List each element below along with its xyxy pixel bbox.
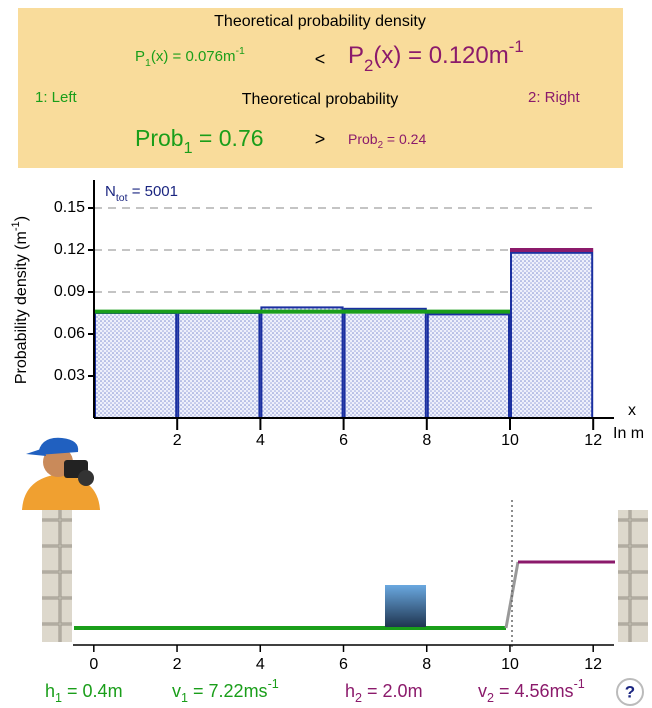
photographer-icon — [22, 438, 100, 510]
y-tick-label: 0.15 — [54, 199, 85, 216]
x-tick-label: 8 — [422, 656, 431, 673]
n-tot: Ntot = 5001 — [105, 183, 178, 204]
bar — [428, 314, 509, 418]
x-tick-label: 2 — [173, 432, 182, 449]
help-button[interactable]: ? — [617, 679, 643, 705]
x-tick-label: 0 — [89, 656, 98, 673]
bar — [261, 307, 342, 418]
x-tick-label: 4 — [256, 432, 265, 449]
scene-axis: 0 2 4 6 8 10 12 — [73, 645, 614, 673]
right-wall — [618, 510, 648, 642]
page: Theoretical probability density P1(x) = … — [0, 0, 652, 708]
x-axis-label: x — [628, 402, 636, 419]
app: Theoretical probability density P1(x) = … — [0, 0, 652, 708]
y-axis-label: Probability density (m-1) — [10, 216, 30, 384]
x-tick-label: 6 — [339, 432, 348, 449]
particle — [385, 585, 426, 627]
help-label[interactable]: ? — [625, 682, 635, 701]
v2: v2 = 4.56ms-1 — [478, 677, 585, 705]
histogram: 0.03 0.06 0.09 0.12 0.15 2 4 6 8 10 12 — [54, 180, 614, 449]
x-tick-label: 10 — [501, 432, 519, 449]
x-axis-unit: In m — [613, 425, 644, 442]
x-tick-label: 12 — [584, 656, 602, 673]
y-tick-label: 0.09 — [54, 283, 85, 300]
left-label: 1: Left — [35, 89, 78, 106]
v1: v1 = 7.22ms-1 — [172, 677, 279, 705]
right-label: 2: Right — [528, 89, 581, 106]
y-tick-label: 0.06 — [54, 325, 85, 342]
h1: h1 = 0.4m — [45, 681, 123, 706]
x-tick-label: 10 — [501, 656, 519, 673]
left-wall — [42, 510, 72, 642]
x-tick-label: 12 — [584, 432, 602, 449]
compare: > — [315, 129, 326, 149]
p2: P2(x) = 0.120m-1 — [348, 37, 524, 75]
bar — [345, 309, 426, 418]
bar — [95, 313, 176, 418]
compare: < — [315, 49, 326, 69]
y-tick-label: 0.03 — [54, 367, 85, 384]
x-tick-label: 8 — [422, 432, 431, 449]
bar — [511, 253, 592, 418]
h2: h2 = 2.0m — [345, 681, 423, 706]
bar — [178, 313, 259, 418]
x-tick-label: 4 — [256, 656, 265, 673]
density-title: Theoretical probability density — [214, 13, 426, 30]
prob-title: Theoretical probability — [242, 91, 399, 108]
y-tick-label: 0.12 — [54, 241, 85, 258]
x-tick-label: 2 — [173, 656, 182, 673]
x-tick-label: 6 — [339, 656, 348, 673]
